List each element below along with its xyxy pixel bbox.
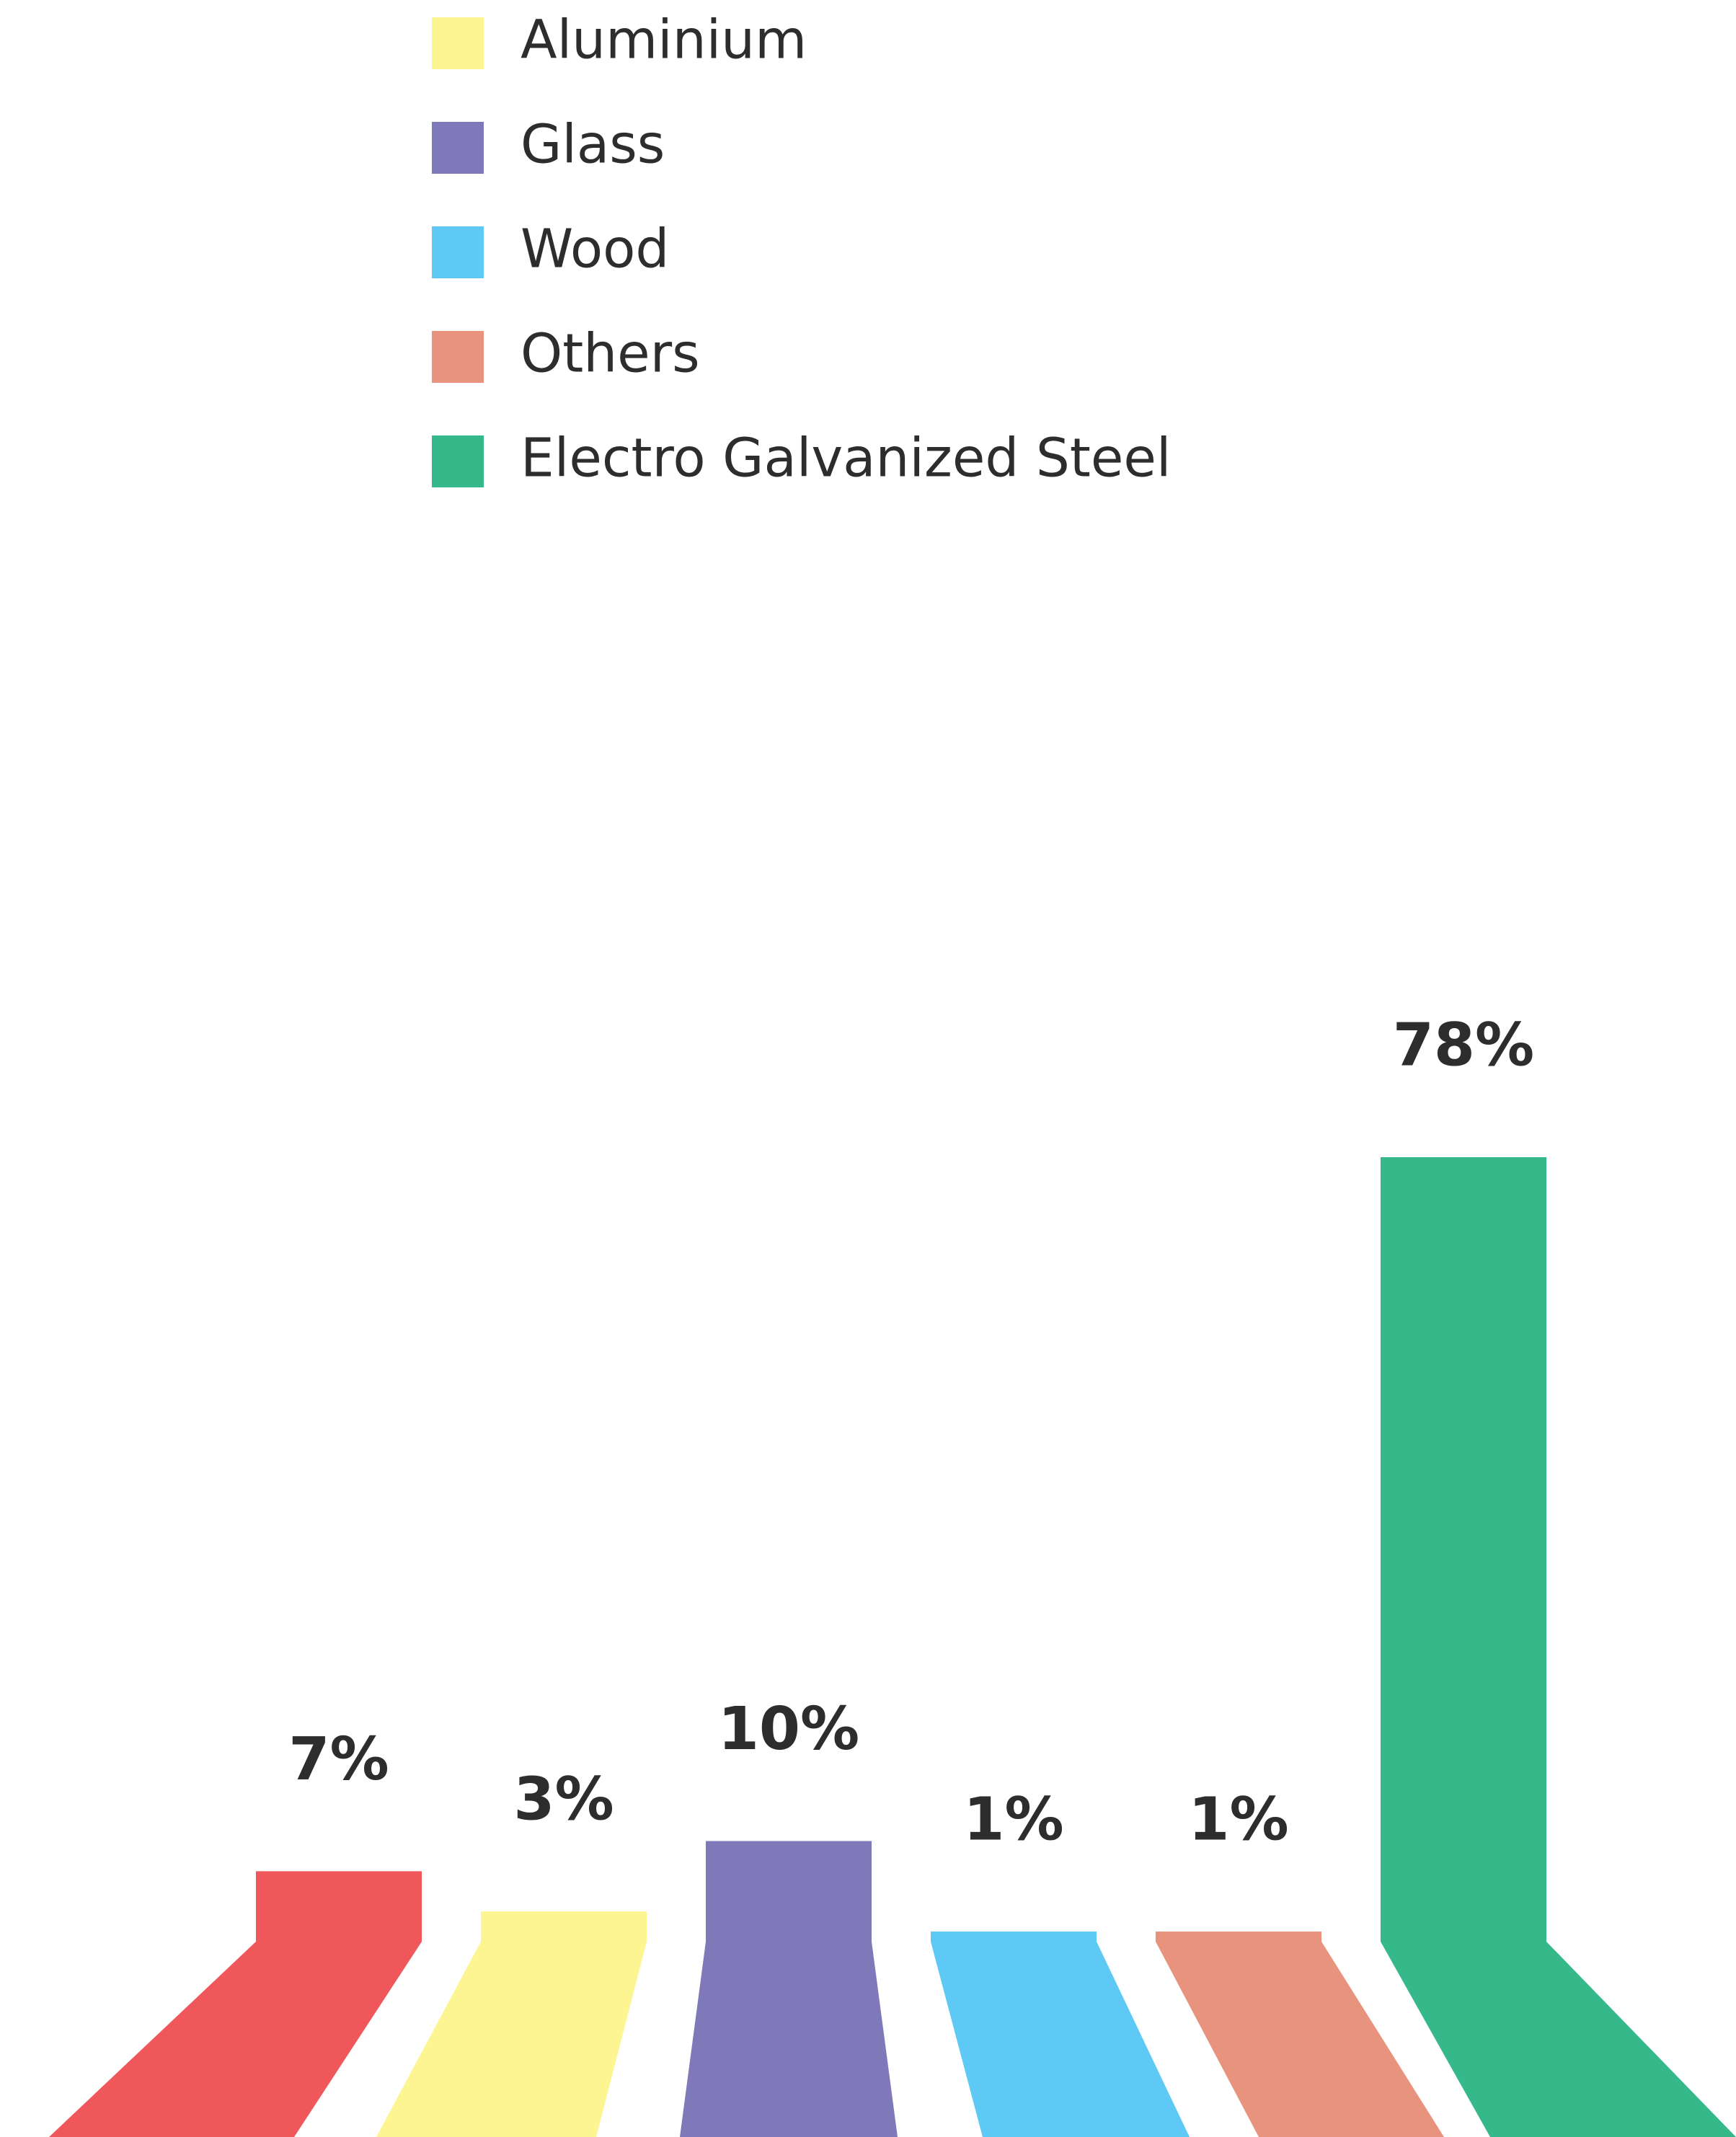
data-label-glass: 10% bbox=[718, 1695, 859, 1764]
data-label-aluminium: 3% bbox=[513, 1766, 614, 1834]
legend-swatch-glass bbox=[432, 122, 484, 174]
bar-others bbox=[1156, 1932, 1321, 1942]
legend-label-aluminium: Aluminium bbox=[521, 9, 807, 71]
bar-group-glass: 10% bbox=[680, 1695, 898, 2137]
legend-label-electro-galvanized-steel: Electro Galvanized Steel bbox=[521, 428, 1171, 490]
legend-swatch-electro-galvanized-steel bbox=[432, 435, 484, 487]
bar-electro-galvanized-steel bbox=[1381, 1157, 1546, 1942]
data-label-wood: 1% bbox=[963, 1786, 1063, 1854]
bar-group-aluminium: 3% bbox=[376, 1766, 647, 2137]
bar-foot-aluminium bbox=[376, 1942, 647, 2137]
bar-group-wood: 1% bbox=[931, 1786, 1190, 2137]
data-label-series-0: 7% bbox=[288, 1725, 389, 1794]
data-label-others: 1% bbox=[1188, 1786, 1288, 1854]
data-label-electro-galvanized-steel: 78% bbox=[1393, 1011, 1534, 1079]
legend: Aluminium Glass Wood Others Electro Galvaniz… bbox=[432, 9, 1171, 490]
bar-aluminium bbox=[481, 1911, 647, 1942]
bar-foot-wood bbox=[931, 1942, 1190, 2137]
bar-foot-series-0 bbox=[49, 1942, 422, 2137]
bar-wood bbox=[931, 1932, 1097, 1942]
bar-group-electro-galvanized-steel: 78% bbox=[1381, 1011, 1736, 2137]
legend-swatch-others bbox=[432, 331, 484, 383]
legend-swatch-aluminium bbox=[432, 17, 484, 69]
bar-glass bbox=[706, 1841, 872, 1942]
legend-label-glass: Glass bbox=[521, 114, 665, 176]
legend-swatch-wood bbox=[432, 226, 484, 278]
bar-foot-electro-galvanized-steel bbox=[1381, 1942, 1736, 2137]
bar-series-0 bbox=[256, 1871, 422, 1942]
legend-label-wood: Wood bbox=[521, 218, 669, 280]
legend-label-others: Others bbox=[521, 323, 700, 385]
bar-foot-glass bbox=[680, 1942, 898, 2137]
bar-group-series-0: 7% bbox=[49, 1725, 422, 2137]
